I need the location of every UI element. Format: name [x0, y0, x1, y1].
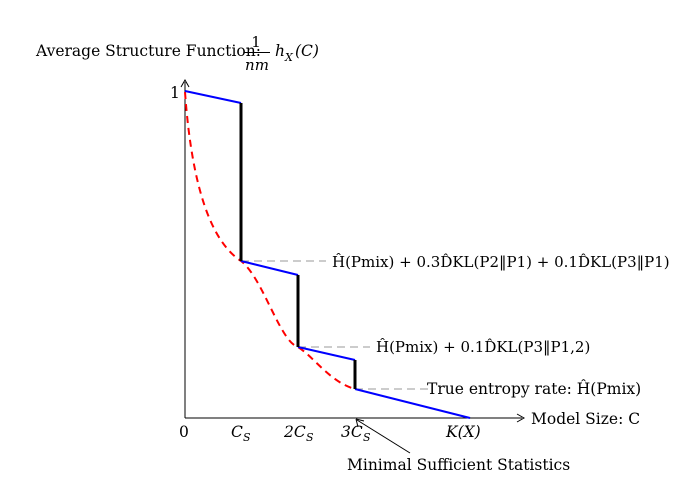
- x-tick-label: 3C: [341, 423, 363, 441]
- pointer-line: [356, 419, 411, 454]
- bottom-note: Minimal Sufficient Statistics: [347, 456, 570, 474]
- annotation-level3: True entropy rate: Ĥ(Pmix): [427, 380, 641, 398]
- annotation-level1: Ĥ(Pmix) + 0.3D̂KL(P2‖P1) + 0.1D̂KL(P3‖P1…: [332, 253, 670, 271]
- title-frac-num: 1: [251, 33, 261, 51]
- structure-function-segments: [184, 90, 471, 419]
- pointer-arrow-icon: [355, 418, 365, 428]
- segment-4: [354, 388, 471, 419]
- title-func-arg: (C): [295, 42, 319, 60]
- segment-1: [184, 90, 242, 104]
- title-func-sub: X: [284, 51, 294, 64]
- guide-lines: [241, 260, 430, 390]
- x-tick-sub: S: [363, 431, 371, 444]
- y-axis-arrow-icon: [180, 78, 190, 88]
- x-tick-sub: S: [306, 431, 314, 444]
- x-tick-label: 0: [179, 423, 189, 441]
- x-axis-arrow-icon: [516, 413, 526, 423]
- x-axis-label: Model Size: C: [531, 410, 640, 428]
- title-frac-den: nm: [245, 56, 269, 74]
- x-tick-sub: S: [243, 431, 251, 444]
- x-tick-label: C: [231, 423, 243, 441]
- y-tick-label: 1: [170, 84, 180, 102]
- title-prefix: Average Structure Function:: [35, 42, 261, 60]
- x-tick-label: K(X): [445, 423, 481, 441]
- segment-2: [240, 260, 299, 276]
- annotation-level2: Ĥ(Pmix) + 0.1D̂KL(P3‖P1,2): [376, 338, 590, 356]
- title-func: h: [275, 42, 285, 60]
- segment-3: [297, 346, 356, 361]
- x-tick-labels: 0 C S 2C S 3C S K(X): [179, 423, 481, 444]
- x-tick-label: 2C: [283, 423, 306, 441]
- lower-bound-curve: [184, 91, 356, 390]
- jumps: [239, 103, 357, 389]
